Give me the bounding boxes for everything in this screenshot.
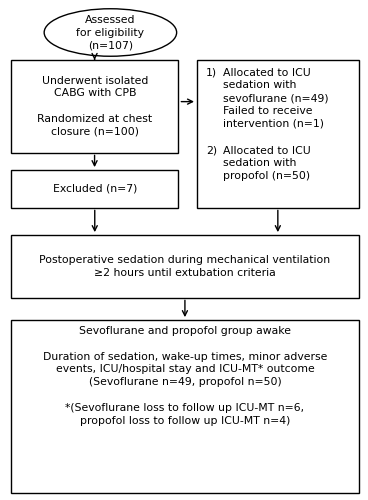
Text: 1): 1): [206, 68, 217, 78]
Text: Sevoflurane and propofol group awake

Duration of sedation, wake-up times, minor: Sevoflurane and propofol group awake Dur…: [43, 326, 327, 426]
Text: Assessed
for eligibility
(n=107): Assessed for eligibility (n=107): [77, 14, 144, 51]
Text: Postoperative sedation during mechanical ventilation
≥2 hours until extubation c: Postoperative sedation during mechanical…: [39, 255, 330, 278]
Text: Allocated to ICU
sedation with
propofol (n=50): Allocated to ICU sedation with propofol …: [223, 146, 310, 181]
Text: Underwent isolated
CABG with CPB

Randomized at chest
closure (n=100): Underwent isolated CABG with CPB Randomi…: [37, 76, 152, 137]
Text: Excluded (n=7): Excluded (n=7): [53, 184, 137, 194]
Text: 2): 2): [206, 146, 217, 156]
Text: Allocated to ICU
sedation with
sevoflurane (n=49)
Failed to receive
intervention: Allocated to ICU sedation with sevoflura…: [223, 68, 328, 128]
